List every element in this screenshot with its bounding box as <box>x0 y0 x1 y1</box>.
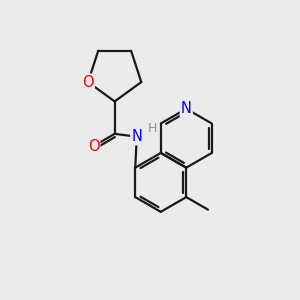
Text: N: N <box>181 101 192 116</box>
Text: O: O <box>88 139 99 154</box>
Text: O: O <box>82 75 94 90</box>
Text: N: N <box>131 129 142 144</box>
Text: H: H <box>147 122 157 135</box>
